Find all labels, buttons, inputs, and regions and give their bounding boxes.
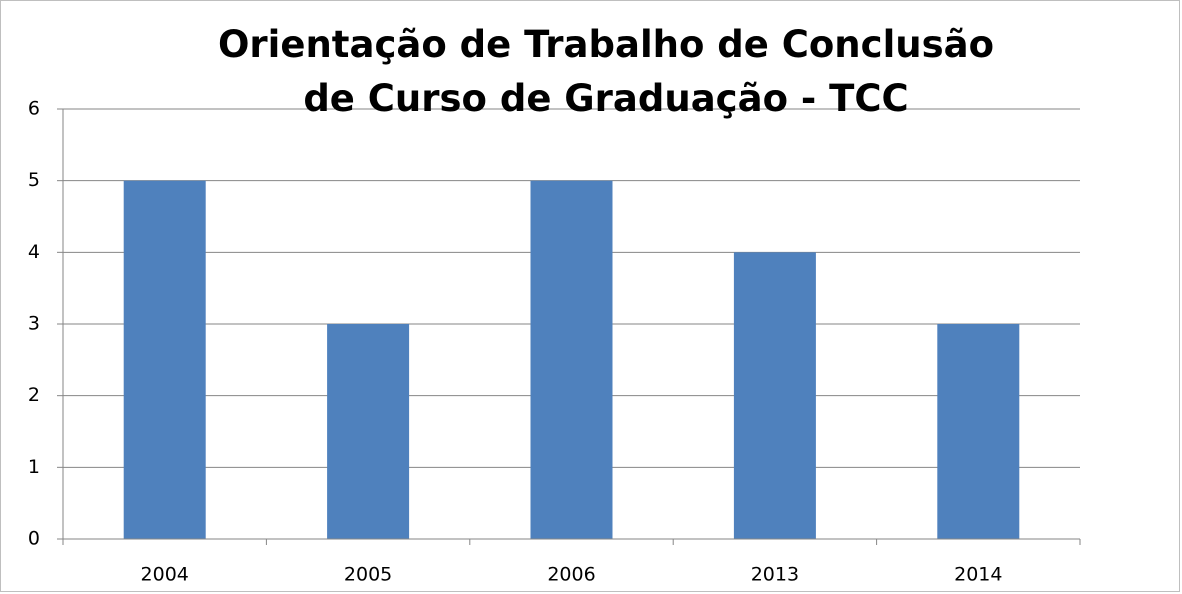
x-tick-label: 2014: [954, 564, 1002, 586]
bar: [530, 180, 613, 539]
y-tick-label: 0: [28, 528, 40, 550]
y-tick-label: 4: [28, 241, 40, 263]
bar: [937, 324, 1020, 539]
x-tick-label: 2005: [344, 564, 392, 586]
chart-title: Orientação de Trabalho de Conclusão de C…: [217, 23, 995, 120]
x-tick-label: 2006: [547, 564, 595, 586]
bar: [327, 324, 410, 539]
bar: [733, 252, 816, 540]
y-tick-label: 6: [28, 98, 40, 120]
y-tick-label: 5: [28, 169, 40, 191]
bar: [123, 180, 206, 539]
y-tick-label: 3: [28, 313, 40, 335]
x-tick-label: 2013: [751, 564, 799, 586]
y-tick-label: 1: [28, 456, 40, 478]
x-tick-label: 2004: [141, 564, 189, 586]
y-tick-label: 2: [28, 384, 40, 406]
